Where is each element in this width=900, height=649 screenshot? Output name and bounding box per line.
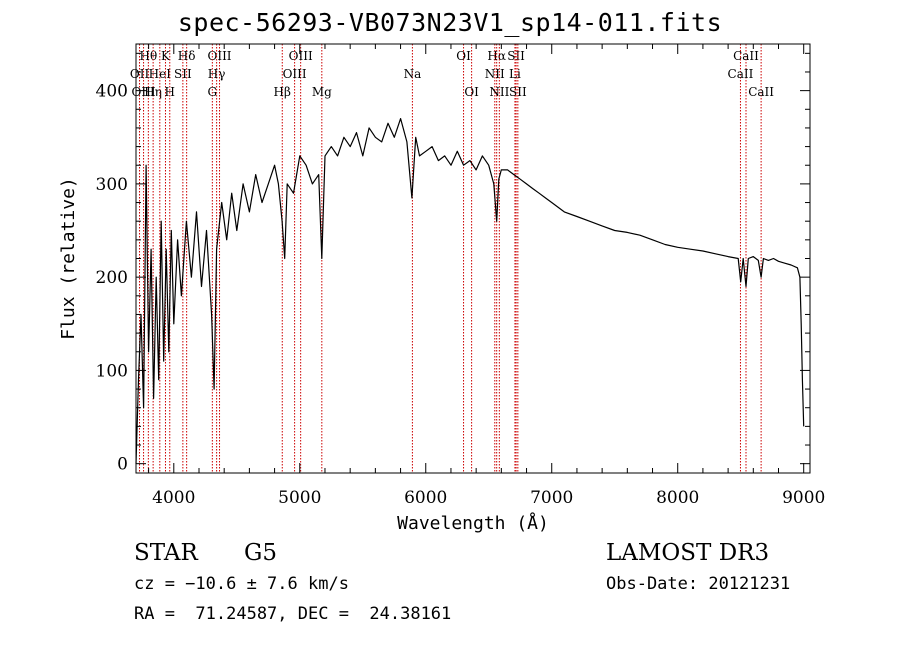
line-label: OI bbox=[456, 49, 471, 63]
x-tick-label: 9000 bbox=[782, 488, 825, 508]
line-label: OIII bbox=[283, 67, 307, 81]
line-label: Hδ bbox=[178, 49, 196, 63]
y-tick-label: 400 bbox=[96, 82, 128, 102]
coords-text: RA = 71.24587, DEC = 24.38161 bbox=[134, 604, 452, 624]
line-label: NII bbox=[485, 67, 505, 81]
chart-title: spec-56293-VB073N23V1_sp14-011.fits bbox=[177, 8, 723, 37]
subclass-label: G5 bbox=[244, 540, 278, 566]
survey-label: LAMOST DR3 bbox=[606, 540, 770, 566]
x-tick-label: 4000 bbox=[152, 488, 195, 508]
line-label: CaII bbox=[733, 49, 759, 63]
line-label: Hγ bbox=[208, 67, 226, 81]
line-label: Hα bbox=[487, 49, 506, 63]
line-label: SII bbox=[507, 49, 525, 63]
line-label: HeI bbox=[149, 67, 172, 81]
x-axis-label: Wavelength (Å) bbox=[397, 512, 549, 534]
spectrum-line bbox=[135, 117, 805, 464]
line-label: SII bbox=[174, 67, 192, 81]
redshift-text: cz = −10.6 ± 7.6 km/s bbox=[134, 574, 349, 594]
line-label: G bbox=[208, 85, 218, 99]
plot-frame bbox=[135, 43, 811, 474]
line-label: OII bbox=[130, 67, 150, 81]
y-axis-label: Flux (relative) bbox=[58, 177, 79, 340]
line-label: Li bbox=[509, 67, 521, 81]
line-label: CaII bbox=[728, 67, 754, 81]
line-label: Hβ bbox=[274, 85, 291, 99]
y-tick-label: 300 bbox=[96, 175, 128, 195]
line-label: OIII bbox=[289, 49, 313, 63]
line-label: OI bbox=[464, 85, 479, 99]
line-label: Hθ bbox=[139, 49, 157, 63]
x-tick-label: 7000 bbox=[530, 488, 573, 508]
obs-date-text: Obs-Date: 20121231 bbox=[606, 574, 791, 594]
y-tick-label: 200 bbox=[96, 268, 128, 288]
line-label: CaII bbox=[748, 85, 774, 99]
class-label: STAR bbox=[134, 540, 198, 566]
line-label: OIII bbox=[207, 49, 231, 63]
line-label: SII bbox=[509, 85, 527, 99]
line-label: NII bbox=[489, 85, 509, 99]
y-tick-label: 100 bbox=[96, 361, 128, 381]
y-tick-label: 0 bbox=[117, 455, 128, 475]
line-label: Na bbox=[404, 67, 422, 81]
x-tick-label: 5000 bbox=[278, 488, 321, 508]
line-label: K bbox=[161, 49, 171, 63]
x-tick-label: 6000 bbox=[404, 488, 447, 508]
line-label: OIII bbox=[132, 85, 156, 99]
line-label: Mg bbox=[312, 85, 332, 99]
line-label: H bbox=[165, 85, 175, 99]
x-tick-label: 8000 bbox=[656, 488, 699, 508]
line-label: Hη bbox=[144, 85, 162, 99]
